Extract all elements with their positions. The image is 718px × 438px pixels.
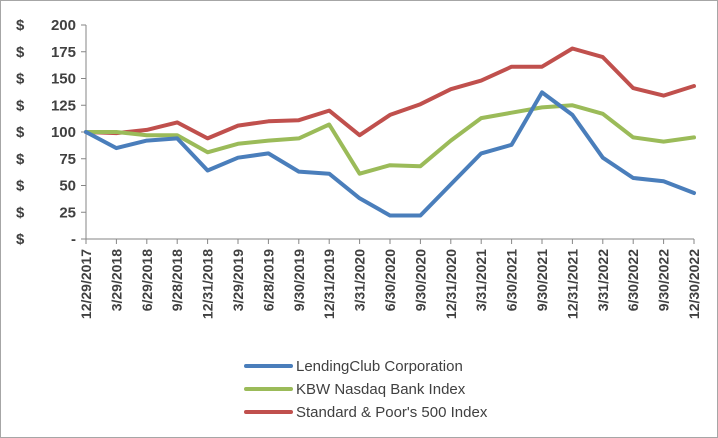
y-tick-label: 200 <box>51 17 76 34</box>
x-tick-label: 12/31/2018 <box>200 249 216 319</box>
legend-label: LendingClub Corporation <box>296 358 463 375</box>
y-tick-label: 175 <box>51 44 76 61</box>
legend-label: KBW Nasdaq Bank Index <box>296 381 466 398</box>
y-tick-label-currency: $ <box>16 204 25 221</box>
x-tick-label: 9/30/2020 <box>412 249 428 311</box>
y-tick-label: 50 <box>59 178 76 195</box>
y-tick-label: 75 <box>59 151 76 168</box>
y-tick-label: 150 <box>51 71 76 88</box>
y-tick-label: 125 <box>51 97 76 114</box>
y-tick-label: 25 <box>59 204 76 221</box>
y-tick-label: - <box>71 231 76 248</box>
x-tick-label: 3/31/2020 <box>352 249 368 311</box>
x-tick-label: 6/30/2022 <box>625 249 641 311</box>
x-tick-label: 3/31/2021 <box>473 249 489 311</box>
legend-label: Standard & Poor's 500 Index <box>296 404 488 421</box>
x-tick-label: 6/28/2019 <box>260 249 276 311</box>
x-tick-label: 12/31/2020 <box>443 249 459 319</box>
x-tick-label: 3/29/2019 <box>230 249 246 311</box>
x-tick-label: 12/31/2021 <box>564 249 580 319</box>
x-tick-label: 9/28/2018 <box>169 249 185 311</box>
x-tick-label: 12/30/2022 <box>686 249 702 319</box>
y-tick-label-currency: $ <box>16 71 25 88</box>
x-tick-label: 6/29/2018 <box>139 249 155 311</box>
x-tick-label: 9/30/2019 <box>291 249 307 311</box>
x-tick-label: 9/30/2021 <box>534 249 550 311</box>
x-tick-label: 9/30/2022 <box>656 249 672 311</box>
series-line-3 <box>84 46 696 141</box>
y-tick-label-currency: $ <box>16 124 25 141</box>
series-line-1 <box>84 90 696 218</box>
x-tick-label: 6/30/2021 <box>504 249 520 311</box>
y-tick-label-currency: $ <box>16 97 25 114</box>
y-tick-label: 100 <box>51 124 76 141</box>
x-tick-label: 3/29/2018 <box>108 249 124 311</box>
x-tick-label: 12/31/2019 <box>321 249 337 319</box>
x-tick-label: 6/30/2020 <box>382 249 398 311</box>
x-tick-label: 12/29/2017 <box>78 249 94 319</box>
y-tick-label-currency: $ <box>16 151 25 168</box>
x-tick-label: 3/31/2022 <box>595 249 611 311</box>
y-tick-label-currency: $ <box>16 17 25 34</box>
y-tick-label-currency: $ <box>16 178 25 195</box>
y-tick-label-currency: $ <box>16 44 25 61</box>
y-tick-label-currency: $ <box>16 231 25 248</box>
series-line-2 <box>84 103 696 176</box>
